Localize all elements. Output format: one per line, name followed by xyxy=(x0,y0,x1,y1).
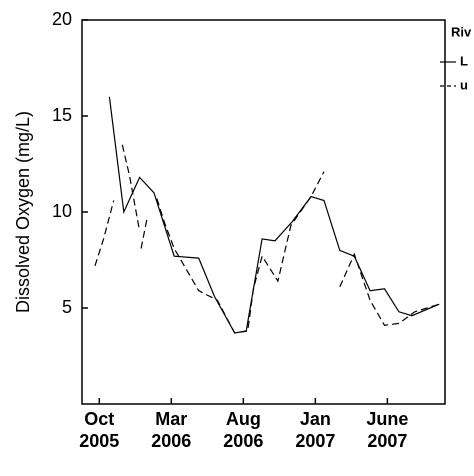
y-axis-label: Dissolved Oxygen (mg/L) xyxy=(13,111,33,313)
series-line xyxy=(140,219,148,249)
series-line xyxy=(339,252,440,326)
series-line xyxy=(156,171,325,334)
x-tick-label: Jan 2007 xyxy=(295,409,336,451)
y-tick-label: 20 xyxy=(52,9,72,29)
x-tick-label: Oct 2005 xyxy=(79,409,120,451)
x-tick-label: Aug 2006 xyxy=(223,409,264,451)
series-line xyxy=(121,144,141,232)
y-tick-label: 10 xyxy=(52,201,72,221)
legend-label: u xyxy=(460,77,468,92)
legend-label: L xyxy=(460,53,468,68)
y-tick-label: 5 xyxy=(62,297,72,317)
series-line xyxy=(108,96,440,334)
series-line xyxy=(94,200,115,266)
x-tick-label: June 2007 xyxy=(366,409,409,451)
x-tick-label: Mar 2006 xyxy=(151,409,192,451)
legend-title: Riv xyxy=(451,24,472,39)
y-tick-label: 15 xyxy=(52,105,72,125)
